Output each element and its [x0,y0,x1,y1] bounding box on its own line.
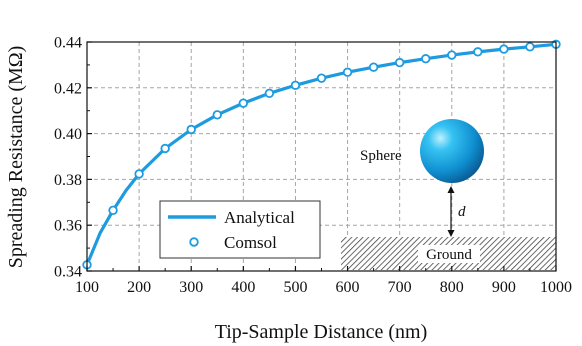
legend: Analytical Comsol [159,200,321,259]
x-tick-label: 700 [388,279,412,296]
y-tick-label: 0.34 [54,264,82,281]
series-comsol-point [499,44,509,54]
gap-arrow-head-top [447,186,455,193]
y-tick-label: 0.38 [54,172,82,189]
gap-arrow-head-bottom [447,230,455,237]
x-tick-label: 900 [492,279,516,296]
series-comsol-point [368,62,379,72]
y-tick-label: 0.40 [54,126,82,143]
series-comsol-point [421,54,431,64]
ground-label: Ground [426,247,472,263]
x-tick-label: 100 [75,279,99,296]
series-comsol-point [238,98,249,108]
series-comsol-point [264,88,275,98]
grid [87,42,556,271]
series-comsol-point [473,47,483,57]
series-layer [82,39,561,270]
legend-box [159,200,321,259]
x-tick-label: 500 [283,279,307,296]
x-tick-label: 600 [336,279,360,296]
x-tick-label: 1000 [540,279,572,296]
legend-comsol-label: Comsol [224,233,277,252]
sphere-icon [420,119,484,183]
ground-label-bg [418,245,480,263]
series-comsol-point [160,143,170,154]
x-tick-label: 400 [231,279,255,296]
y-tick-label: 0.42 [54,80,82,97]
series-comsol-point [134,169,144,179]
series-comsol-point [290,80,301,90]
inset-diagram: Sphere d Ground [341,119,556,270]
gap-label: d [458,204,466,220]
x-axis-title: Tip-Sample Distance (nm) [215,321,428,343]
x-tick-label: 300 [179,279,203,296]
y-tick-label: 0.44 [54,35,82,52]
legend-analytical-label: Analytical [224,208,295,227]
series-comsol-point [316,73,327,83]
series-comsol-point [525,42,535,52]
sphere-label: Sphere [360,148,402,164]
series-comsol-point [447,50,457,60]
series-comsol-point [394,57,405,68]
y-tick-label: 0.36 [54,218,82,235]
axes: 100 200 300 400 500 600 700 800 900 1000 0.34 0.36 0… [54,35,572,297]
legend-comsol-swatch [189,237,199,247]
series-comsol-point [342,67,353,77]
series-comsol-point [186,124,196,135]
series-comsol-point [108,205,118,216]
x-tick-label: 200 [127,279,151,296]
series-comsol-point [212,110,222,120]
x-tick-label: 800 [440,279,464,296]
y-axis-title: Spreading Resistance (MΩ) [5,46,27,269]
